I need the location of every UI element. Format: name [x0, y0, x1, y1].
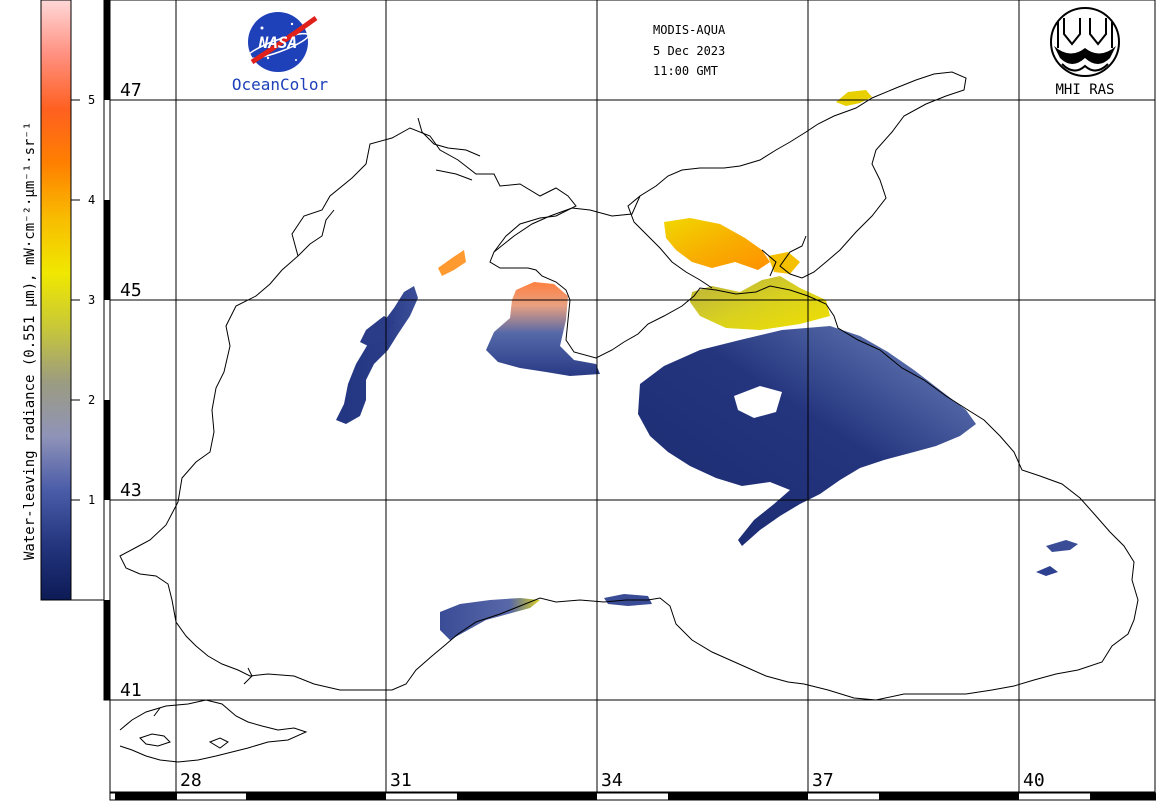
colorbar-title: Water-leaving radiance (0.551 μm), mW·cm…	[22, 122, 38, 560]
lat-label-43: 43	[120, 480, 142, 501]
left-scale-bar	[103, 0, 111, 701]
acquisition-date: 5 Dec 2023	[653, 44, 725, 58]
sensor-name: MODIS-AQUA	[653, 23, 726, 37]
nasa-wordmark: NASA	[258, 33, 298, 52]
lon-label-40: 40	[1023, 770, 1045, 791]
colorbar: 1 2 3 4 5 Water-leaving radiance (0.551 μm),…	[22, 0, 105, 601]
map-frame	[109, 0, 1156, 793]
odessa-patch	[438, 250, 466, 276]
colorbar-tick-label: 4	[88, 193, 95, 207]
oceancolor-wordmark: OceanColor	[232, 75, 329, 94]
colorbar-tick-label: 1	[88, 493, 95, 507]
latitude-labels: 47 45 43 41	[120, 80, 142, 701]
nw-shelf-strip	[336, 286, 418, 424]
colorbar-tick-label: 2	[88, 393, 95, 407]
lon-label-28: 28	[180, 770, 202, 791]
colorbar-tick-label: 3	[88, 293, 95, 307]
lon-label-34: 34	[601, 770, 623, 791]
azov-east-patch	[768, 252, 800, 274]
lat-label-45: 45	[120, 280, 142, 301]
lon-label-37: 37	[812, 770, 834, 791]
lat-label-41: 41	[120, 680, 142, 701]
crimea-west-patch	[486, 282, 600, 376]
azov-north-patch	[836, 90, 872, 106]
mhi-ras-logo: MHI RAS	[1050, 7, 1120, 98]
georgia-patch-1	[1046, 540, 1078, 552]
mhi-wordmark: MHI RAS	[1055, 82, 1114, 98]
radiance-data-layer	[336, 90, 1078, 640]
georgia-patch-2	[1036, 566, 1058, 576]
graticule	[110, 0, 1155, 792]
coastline	[119, 71, 1139, 763]
longitude-labels: 28 31 34 37 40	[180, 770, 1045, 791]
bottom-scale-bar	[109, 792, 1156, 801]
lat-label-47: 47	[120, 80, 142, 101]
lon-label-31: 31	[390, 770, 412, 791]
east-sea-plume	[638, 326, 976, 546]
azov-west-patch	[664, 218, 770, 270]
colorbar-ticks: 1 2 3 4 5	[71, 93, 95, 507]
acquisition-time: 11:00 GMT	[653, 64, 718, 78]
header-info: MODIS-AQUA 5 Dec 2023 11:00 GMT	[653, 23, 726, 78]
kerch-plume	[690, 276, 830, 330]
east-plume-gap	[734, 386, 782, 418]
nasa-logo: NASA OceanColor	[232, 12, 329, 94]
colorbar-tick-label: 5	[88, 93, 95, 107]
colorbar-gradient	[40, 0, 72, 601]
